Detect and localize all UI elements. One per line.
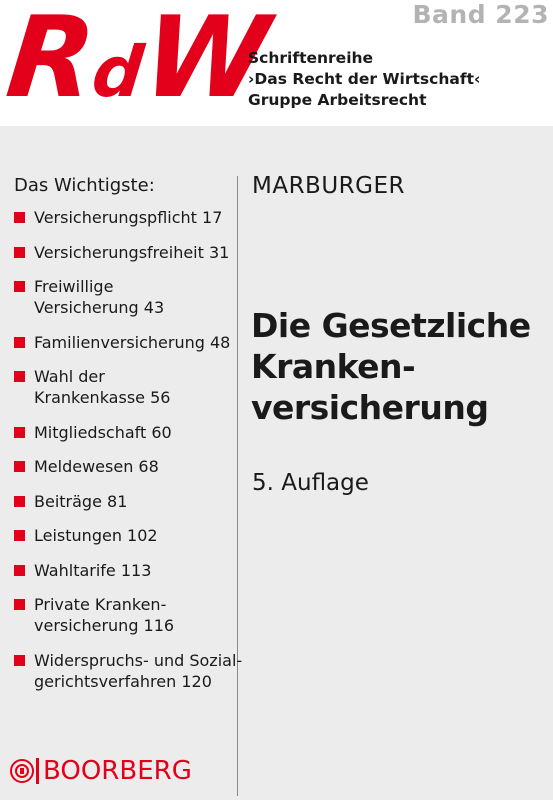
toc-item-line: Familienversicherung 48 (34, 332, 231, 352)
publisher-name: BOORBERG (43, 756, 192, 786)
cover-panel (0, 126, 553, 800)
toc-item: Private Kranken-versicherung 116 (14, 594, 236, 636)
toc-item-line: Beiträge 81 (34, 491, 128, 511)
red-square-bullet-icon (14, 564, 25, 576)
toc-item-line: Leistungen 102 (34, 526, 158, 545)
toc-item: Versicherungsfreiheit 31 (14, 242, 236, 263)
red-square-bullet-icon (14, 599, 25, 610)
book-title: Die Gesetzliche Kranken- versicherung (251, 305, 531, 428)
series-info: Schriftenreihe ›Das Recht der Wirtschaft… (248, 48, 480, 111)
column-divider (237, 176, 238, 796)
toc-item-line: Mitgliedschaft 60 (34, 422, 172, 442)
toc-item-line: Widerspruchs- und Sozial- (34, 650, 243, 670)
toc-heading: Das Wichtigste: (14, 175, 155, 196)
red-square-bullet-icon (14, 495, 25, 507)
author-name: MARBURGER (252, 173, 405, 199)
toc-item-line: Private Kranken- (34, 595, 167, 614)
toc-item-line: Versicherungspflicht 17 (34, 208, 223, 227)
rdw-logo: RdW (1, 0, 271, 123)
toc-item: Leistungen 102 (14, 525, 236, 546)
toc-item: Beiträge 81 (14, 491, 236, 512)
toc-item: Freiwillige Versicherung 43 (14, 276, 236, 318)
series-line-3: Gruppe Arbeitsrecht (248, 91, 427, 109)
toc-item: Meldewesen 68 (14, 456, 236, 477)
toc-item-line: Wahltarife 113 (34, 560, 152, 580)
toc-item-line: gerichtsverfahren 120 (34, 671, 212, 691)
toc-item-line: Versicherung 43 (34, 298, 165, 317)
toc-list: Versicherungspflicht 17 Versicherungsfrei… (14, 207, 243, 705)
red-square-bullet-icon (14, 654, 25, 666)
red-square-bullet-icon (14, 336, 25, 348)
publisher-logo: BOORBERG (10, 756, 192, 786)
toc-item-line: Meldewesen 68 (34, 457, 159, 476)
toc-item-line: Freiwillige (34, 277, 114, 296)
band-number: Band 223 (412, 0, 549, 29)
toc-item-line: Krankenkasse 56 (34, 388, 171, 407)
edition-label: 5. Auflage (252, 470, 369, 496)
red-square-bullet-icon (14, 371, 25, 382)
toc-item: Wahl der Krankenkasse 56 (14, 366, 236, 408)
title-line-1: Die Gesetzliche (251, 306, 531, 345)
title-line-2: Kranken- (251, 347, 416, 386)
toc-item: Versicherungspflicht 17 (14, 207, 236, 228)
toc-item: Widerspruchs- und Sozial-gerichtsverfahr… (14, 650, 243, 692)
red-square-bullet-icon (14, 246, 25, 258)
red-square-bullet-icon (14, 281, 25, 292)
toc-item: Familienversicherung 48 (14, 332, 236, 353)
series-line-2: ›Das Recht der Wirtschaft‹ (248, 70, 481, 88)
series-line-1: Schriftenreihe (248, 49, 374, 67)
title-line-3: versicherung (251, 388, 489, 427)
toc-item-line: Wahl der (34, 367, 105, 386)
publisher-emblem-icon (10, 759, 34, 783)
publisher-bar (36, 758, 39, 784)
header: RdW Schriftenreihe ›Das Recht der Wirtsc… (0, 0, 553, 126)
red-square-bullet-icon (14, 530, 25, 541)
toc-item: Wahltarife 113 (14, 560, 236, 581)
red-square-bullet-icon (14, 212, 25, 223)
toc-item-line: Versicherungsfreiheit 31 (34, 242, 230, 262)
red-square-bullet-icon (14, 461, 25, 472)
toc-item-line: versicherung 116 (34, 616, 175, 635)
red-square-bullet-icon (14, 426, 25, 438)
toc-item: Mitgliedschaft 60 (14, 422, 236, 443)
